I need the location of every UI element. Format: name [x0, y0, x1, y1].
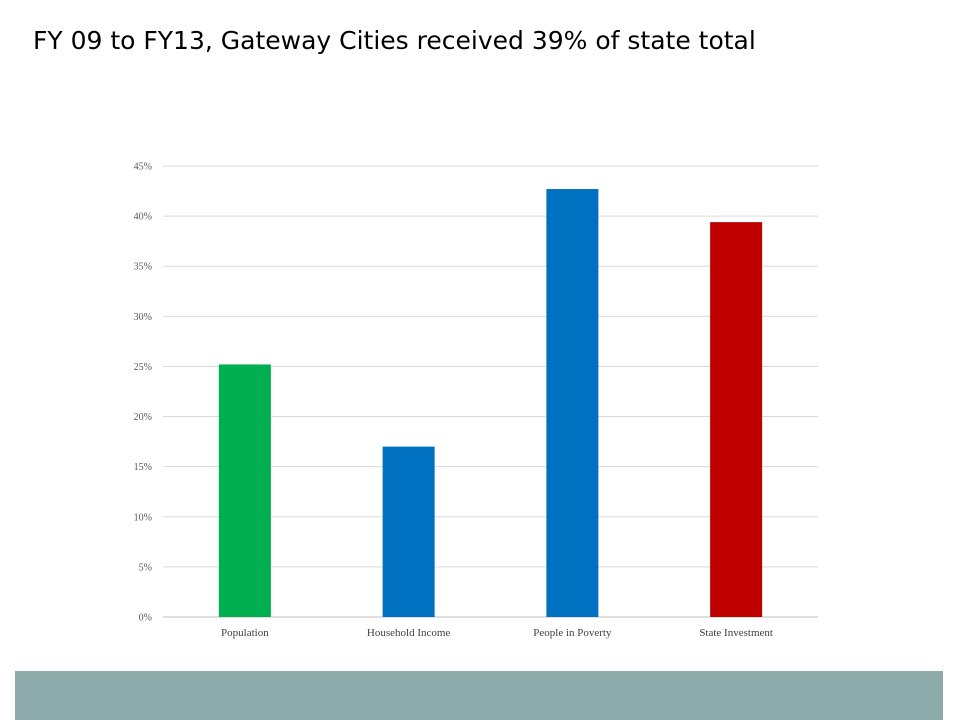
x-axis-labels: Population Household Income People in Pove… [221, 627, 773, 639]
bar [546, 189, 599, 617]
y-tick-label: 20% [134, 412, 152, 423]
y-axis-ticks: 0% 5% 10% 15% 20% 25% 30% 35% 40% 45% [134, 162, 152, 624]
slide-title: FY 09 to FY13, Gateway Cities received 3… [33, 26, 756, 55]
x-category-label: State Investment [699, 627, 773, 639]
bar [710, 222, 763, 617]
bar [382, 446, 435, 617]
x-category-label: Population [221, 627, 269, 639]
y-tick-label: 10% [134, 512, 152, 523]
y-tick-label: 25% [134, 362, 152, 373]
y-tick-label: 30% [134, 312, 152, 323]
bars [218, 189, 763, 617]
y-tick-label: 45% [134, 162, 152, 173]
x-category-label: Household Income [367, 627, 451, 639]
gridlines [163, 165, 818, 618]
y-tick-label: 35% [134, 262, 152, 273]
footer-band [15, 671, 943, 720]
x-category-label: People in Poverty [533, 627, 612, 639]
y-tick-label: 5% [139, 562, 152, 573]
y-tick-label: 40% [134, 212, 152, 223]
bar [218, 364, 271, 617]
bar-chart: 0% 5% 10% 15% 20% 25% 30% 35% 40% 45% Population H… [134, 162, 818, 639]
y-tick-label: 15% [134, 462, 152, 473]
y-tick-label: 0% [139, 613, 152, 624]
